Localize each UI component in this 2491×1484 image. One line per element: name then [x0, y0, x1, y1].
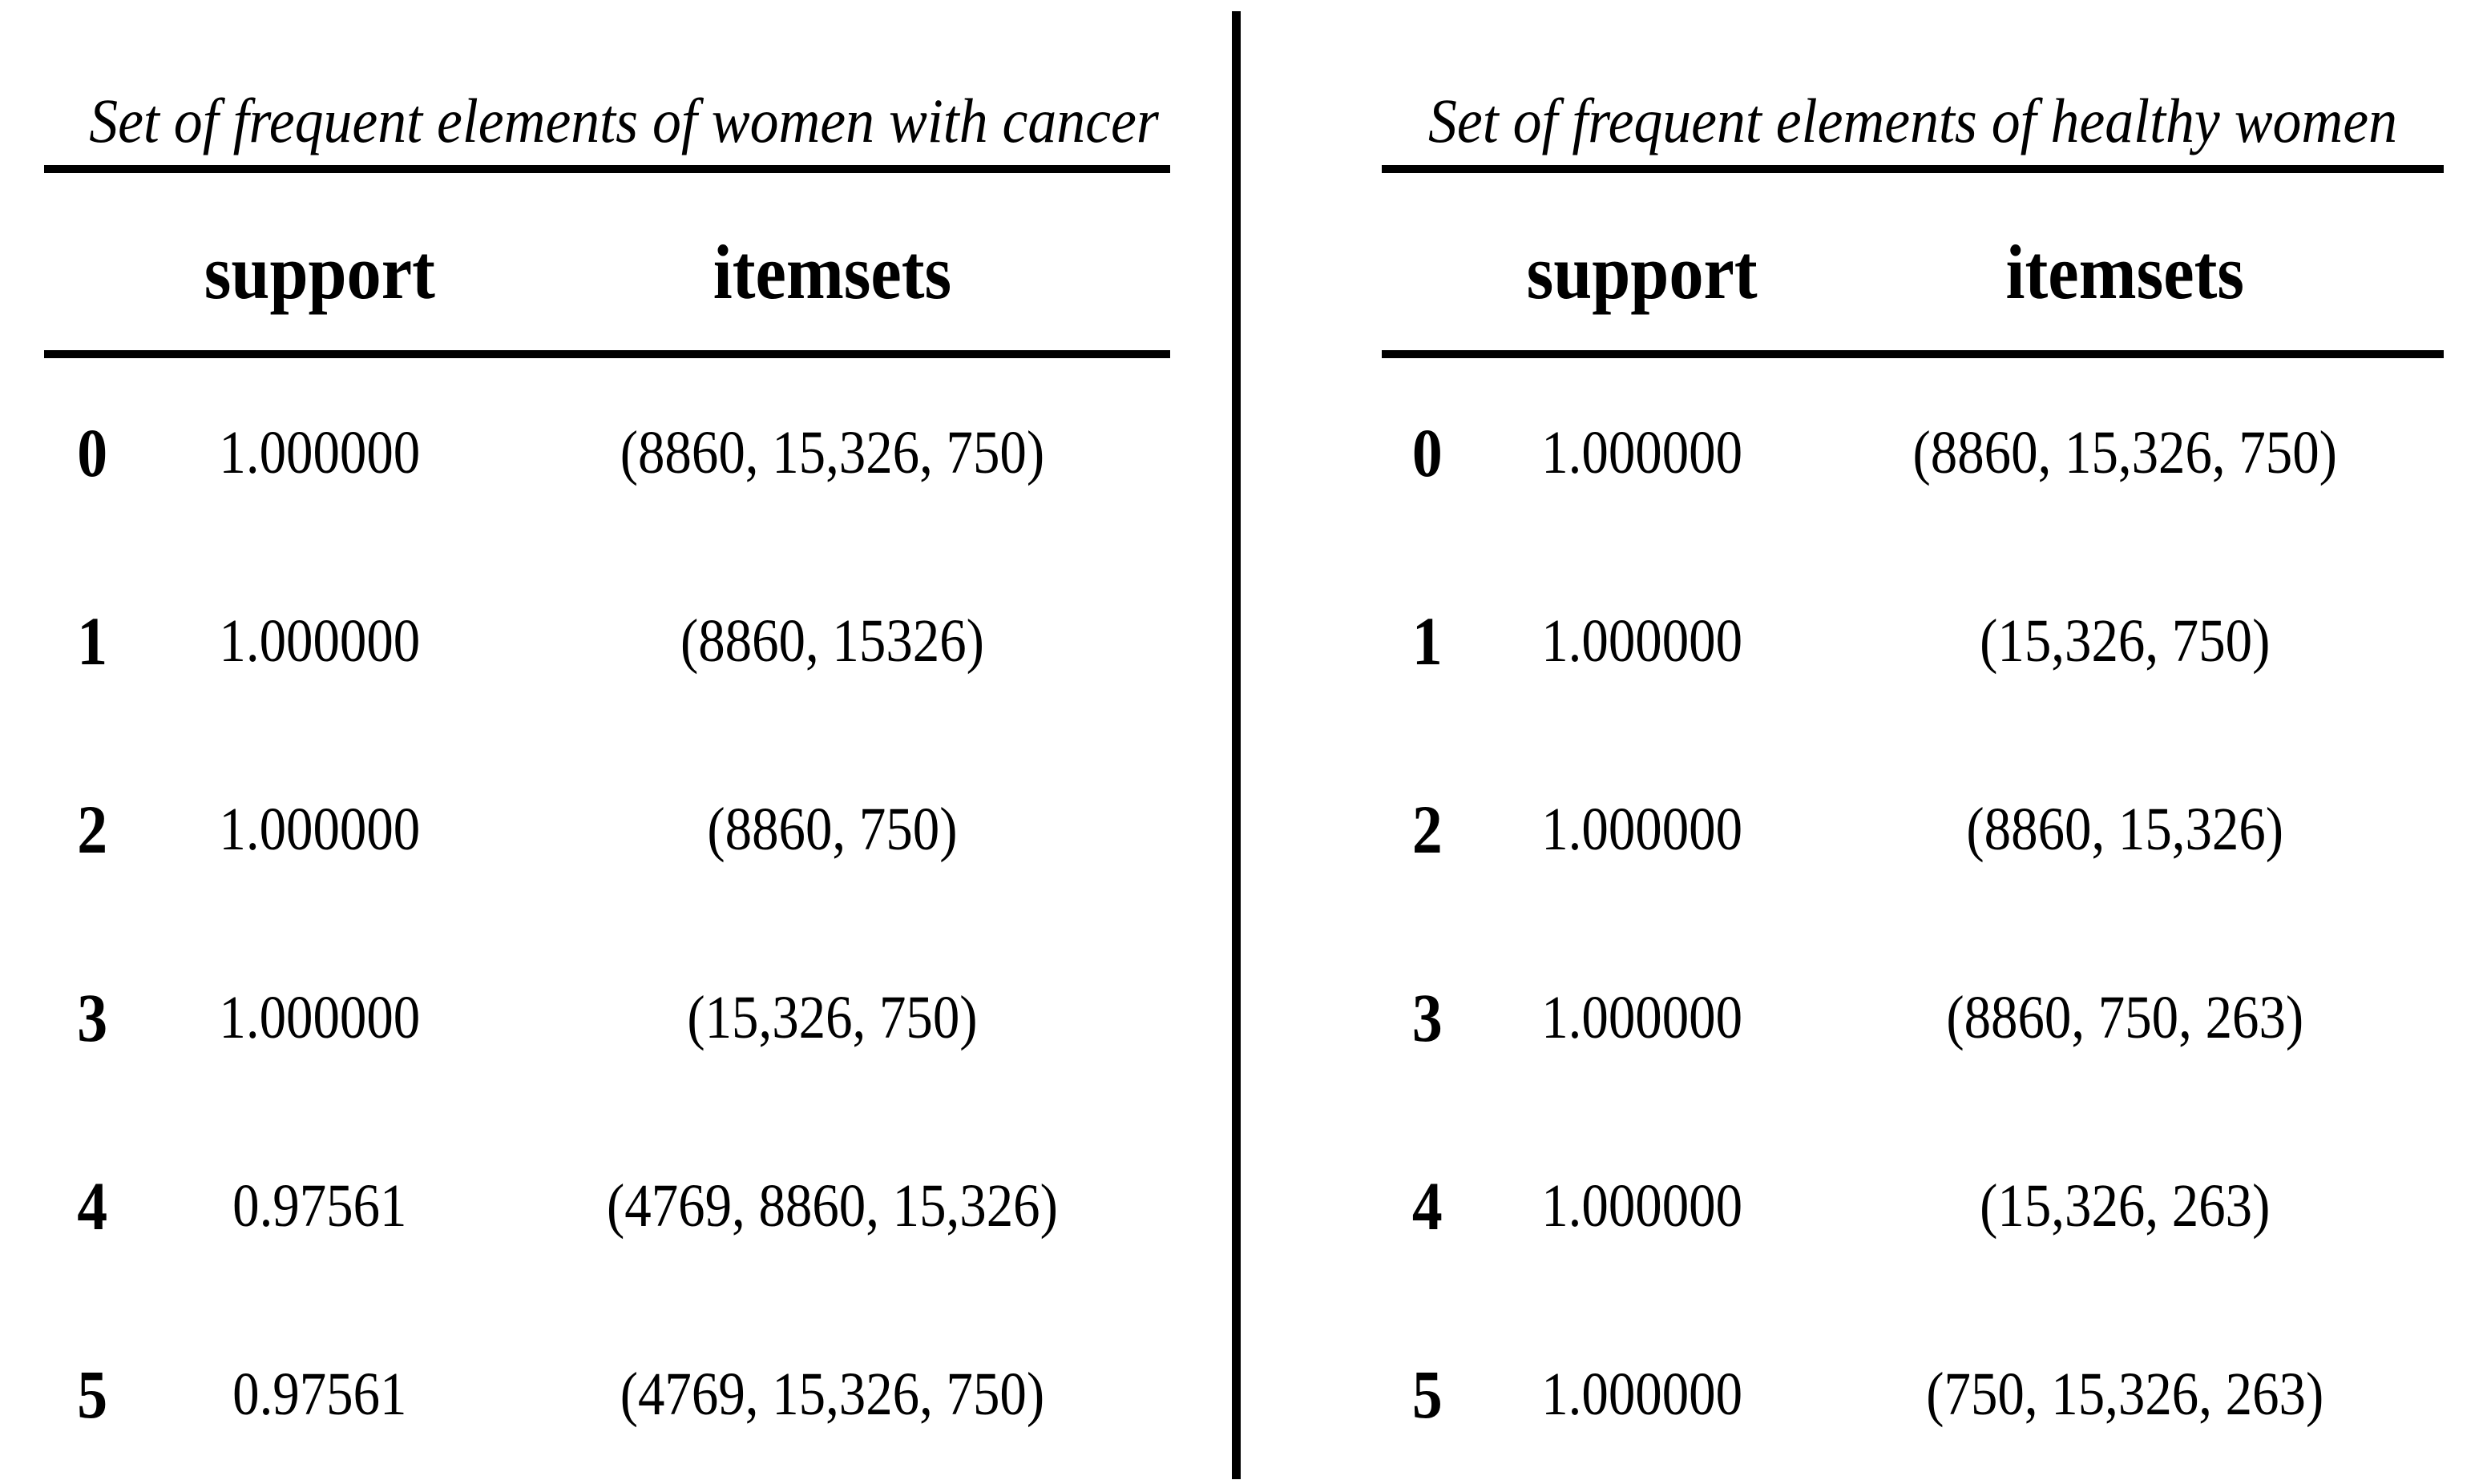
cell-index: 2	[1412, 791, 1443, 868]
table-rows: 0 1.000000 (8860, 15,326, 750) 1 1.000000 (15…	[1382, 0, 2444, 1484]
table-row: 5 0.97561 (4769, 15,326, 750)	[44, 1358, 1170, 1430]
cell-support: 1.000000	[1541, 419, 1743, 486]
table-row: 3 1.000000 (8860, 750, 263)	[1382, 982, 2444, 1054]
cell-index: 3	[1412, 979, 1443, 1056]
cell-itemsets: (4769, 8860, 15,326)	[607, 1172, 1058, 1240]
table-title: Set of frequent elements of healthy wome…	[1428, 86, 2397, 155]
column-header-support: support	[1526, 229, 1758, 315]
header-rule	[1382, 350, 2444, 358]
cell-index: 1	[1412, 603, 1443, 679]
cell-support: 1.000000	[219, 419, 421, 486]
title-rule	[1382, 165, 2444, 173]
cell-index: 2	[77, 791, 108, 868]
cell-support: 0.97561	[232, 1361, 407, 1428]
table-row: 4 0.97561 (4769, 8860, 15,326)	[44, 1170, 1170, 1242]
cell-index: 1	[77, 603, 108, 679]
column-header-support: support	[204, 229, 436, 315]
table-rows: 0 1.000000 (8860, 15,326, 750) 1 1.000000 (88…	[44, 0, 1170, 1484]
cell-index: 0	[77, 414, 108, 491]
cell-support: 0.97561	[232, 1172, 407, 1240]
cell-itemsets: (8860, 750)	[707, 796, 958, 863]
table-row: 0 1.000000 (8860, 15,326, 750)	[1382, 417, 2444, 489]
cell-support: 1.000000	[219, 607, 421, 675]
cell-support: 1.000000	[219, 796, 421, 863]
table-row: 0 1.000000 (8860, 15,326, 750)	[44, 417, 1170, 489]
cell-support: 1.000000	[1541, 1361, 1743, 1428]
cell-itemsets: (4769, 15,326, 750)	[620, 1361, 1045, 1428]
header-rule	[44, 350, 1170, 358]
cell-itemsets: (15,326, 750)	[1980, 607, 2271, 675]
cell-index: 5	[77, 1356, 108, 1433]
table-row: 3 1.000000 (15,326, 750)	[44, 982, 1170, 1054]
column-header-itemsets: itemsets	[2005, 229, 2245, 315]
table-row: 1 1.000000 (15,326, 750)	[1382, 605, 2444, 677]
table-row: 4 1.000000 (15,326, 263)	[1382, 1170, 2444, 1242]
table-row: 5 1.000000 (750, 15,326, 263)	[1382, 1358, 2444, 1430]
cell-support: 1.000000	[1541, 796, 1743, 863]
table-row: 1 1.000000 (8860, 15326)	[44, 605, 1170, 677]
cell-index: 0	[1412, 414, 1443, 491]
cancer-table: Set of frequent elements of women with c…	[44, 0, 1170, 1484]
table-row: 2 1.000000 (8860, 750)	[44, 793, 1170, 865]
cell-itemsets: (8860, 15326)	[680, 607, 984, 675]
column-header-itemsets: itemsets	[713, 229, 952, 315]
cell-index: 4	[1412, 1167, 1443, 1244]
cell-itemsets: (750, 15,326, 263)	[1926, 1361, 2324, 1428]
table-title: Set of frequent elements of women with c…	[89, 86, 1159, 155]
cell-support: 1.000000	[1541, 1172, 1743, 1240]
cell-itemsets: (8860, 15,326, 750)	[620, 419, 1045, 486]
healthy-table: Set of frequent elements of healthy wome…	[1382, 0, 2444, 1484]
cell-support: 1.000000	[1541, 984, 1743, 1051]
cell-itemsets: (8860, 15,326)	[1966, 796, 2284, 863]
cell-itemsets: (8860, 750, 263)	[1946, 984, 2304, 1051]
cell-support: 1.000000	[1541, 607, 1743, 675]
cell-support: 1.000000	[219, 984, 421, 1051]
cell-index: 5	[1412, 1356, 1443, 1433]
table-row: 2 1.000000 (8860, 15,326)	[1382, 793, 2444, 865]
cell-itemsets: (8860, 15,326, 750)	[1912, 419, 2338, 486]
title-rule	[44, 165, 1170, 173]
cell-index: 3	[77, 979, 108, 1056]
cell-itemsets: (15,326, 263)	[1980, 1172, 2271, 1240]
cell-itemsets: (15,326, 750)	[687, 984, 978, 1051]
cell-index: 4	[77, 1167, 108, 1244]
vertical-divider	[1232, 11, 1241, 1479]
